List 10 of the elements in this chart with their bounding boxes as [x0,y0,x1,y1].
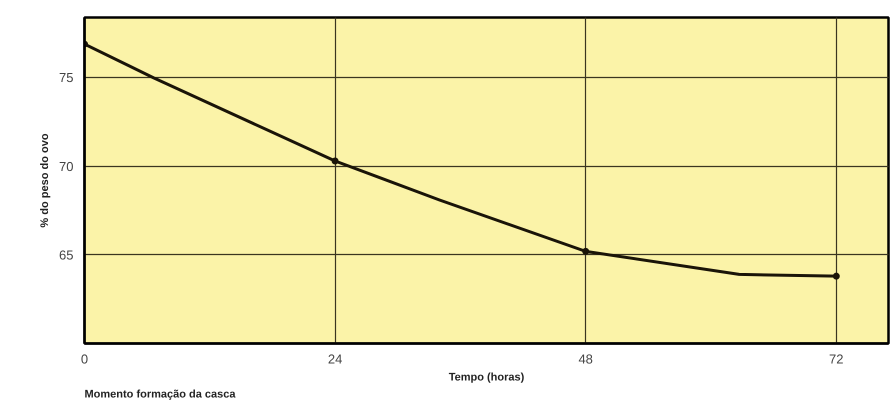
x-tick-label: 72 [829,352,844,366]
x-axis-title: Tempo (horas) [448,372,525,384]
y-tick-label: 75 [59,70,74,86]
text: Momento formação da casca [84,388,236,400]
y-tick-label: 70 [59,158,74,174]
y-axis-title: % do peso do ovo [39,133,52,228]
x-tick-label: 0 [80,352,88,366]
y-tick-label: 65 [59,247,74,262]
x-tick-label: 48 [578,352,593,366]
x-tick-label: 24 [328,352,342,366]
